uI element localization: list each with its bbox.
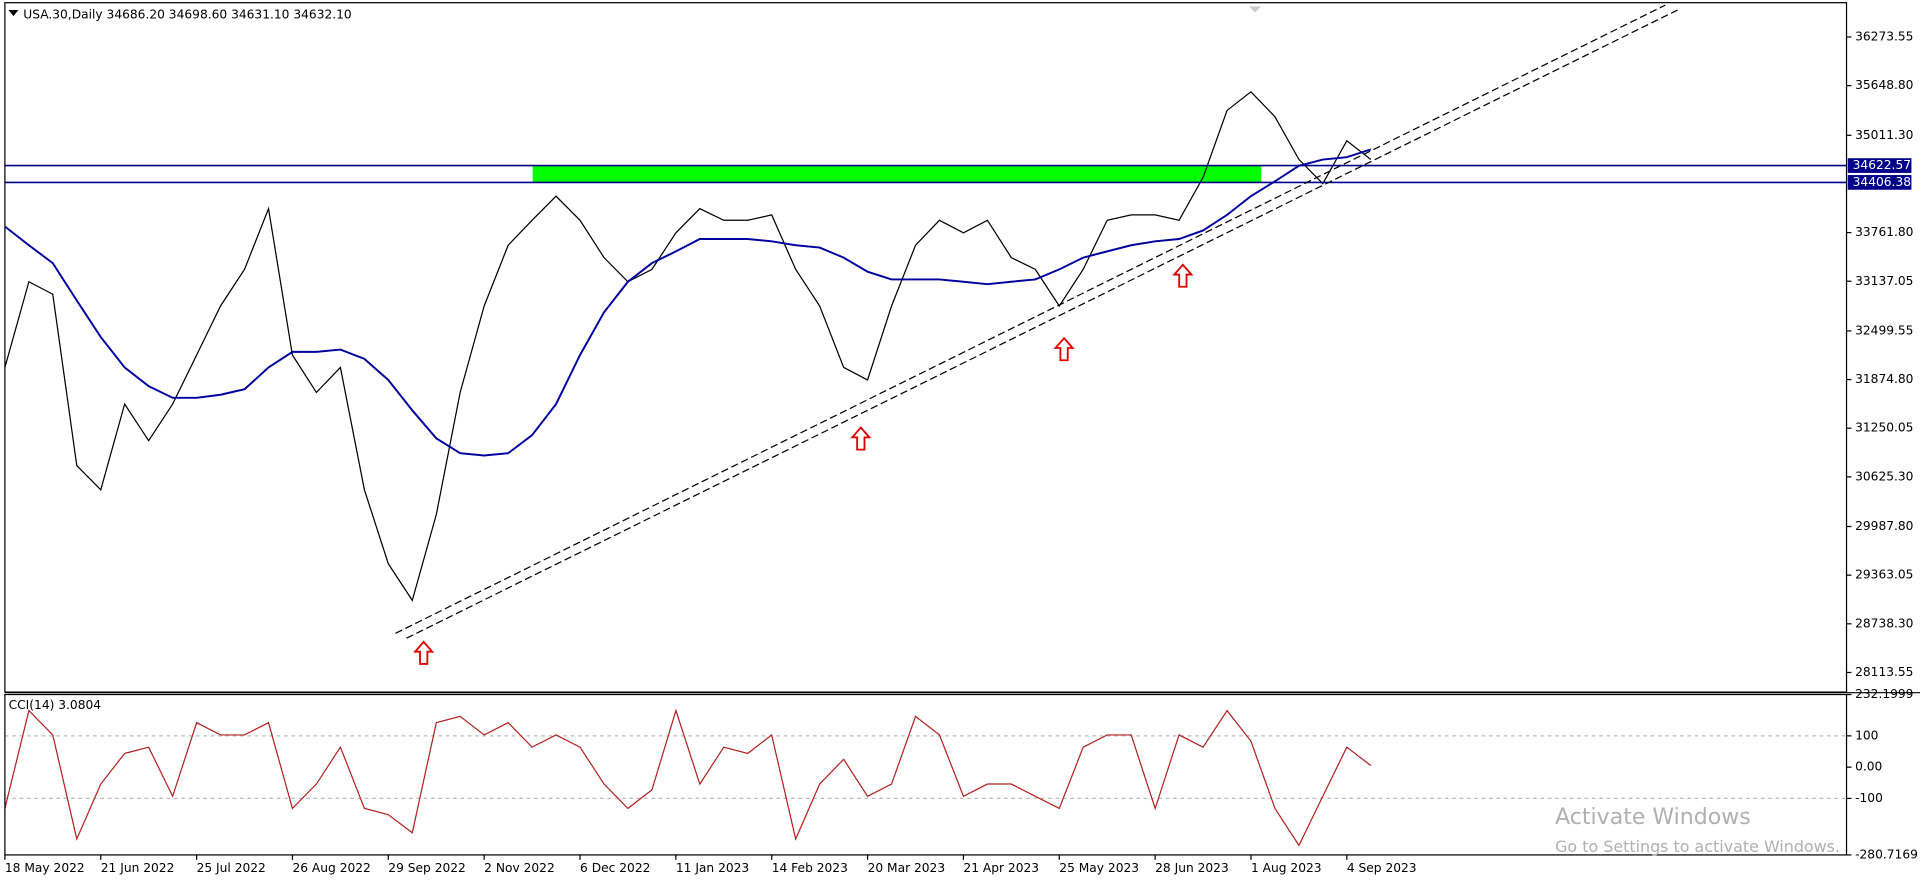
series-line — [4, 148, 1372, 457]
y-tick-label: 29363.05 — [1855, 568, 1913, 582]
x-tick-label: 18 May 2022 — [5, 861, 85, 875]
chart-title: USA.30,Daily 34686.20 34698.60 34631.10 … — [23, 7, 351, 21]
x-tick-label: 14 Feb 2023 — [772, 861, 848, 875]
y-tick-label: 100 — [1855, 728, 1878, 742]
resistance-zone — [532, 165, 1262, 183]
series-line — [4, 91, 1372, 602]
y-tick-label: 29987.80 — [1855, 519, 1913, 533]
level-label: 34622.57 — [1853, 158, 1911, 172]
up-arrow — [1053, 336, 1075, 362]
level-label: 34406.38 — [1853, 175, 1911, 189]
y-tick-label: 0.00 — [1855, 760, 1882, 774]
x-tick-label: 11 Jan 2023 — [676, 861, 749, 875]
watermark-subtitle: Go to Settings to activate Windows. — [1555, 837, 1840, 856]
x-tick-label: 25 May 2023 — [1059, 861, 1139, 875]
y-tick-label: 31874.80 — [1855, 372, 1913, 386]
up-arrow — [850, 426, 872, 451]
y-tick-label: 28738.30 — [1855, 616, 1913, 630]
y-tick-label: 32499.55 — [1855, 323, 1913, 337]
x-tick-label: 2 Nov 2022 — [484, 861, 555, 875]
y-tick-label: 35011.30 — [1855, 128, 1913, 142]
x-tick-label: 20 Mar 2023 — [868, 861, 946, 875]
x-tick-label: 25 Jul 2022 — [197, 861, 266, 875]
x-tick-label: 28 Jun 2023 — [1155, 861, 1229, 875]
series-line — [4, 708, 1372, 847]
price-panel: 36273.55 35648.80 35011.30 33761.80 33137.05… — [4, 29, 1913, 679]
x-tick-label: 21 Apr 2023 — [963, 861, 1039, 875]
cci-frame — [4, 693, 1848, 856]
y-tick-label: -280.7169 — [1855, 847, 1918, 861]
y-tick-label: 31250.05 — [1855, 421, 1913, 435]
x-tick-label: 29 Sep 2022 — [388, 861, 466, 875]
y-tick-label: 36273.55 — [1855, 29, 1913, 43]
y-tick-label: -100 — [1855, 791, 1883, 805]
collapse-icon — [8, 10, 19, 17]
cci-title: CCI(14) 3.0804 — [9, 698, 102, 712]
trendline — [406, 9, 1678, 639]
cci-panel: 232.1999 100 0.00 -100 -280.7169 — [4, 687, 1918, 861]
watermark-title: Activate Windows — [1555, 805, 1751, 830]
scroll-marker — [1248, 6, 1262, 13]
x-tick-label: 26 Aug 2022 — [292, 861, 370, 875]
y-tick-label: 30625.30 — [1855, 469, 1913, 483]
y-tick-label: 33761.80 — [1855, 225, 1913, 239]
x-tick-label: 6 Dec 2022 — [580, 861, 650, 875]
arrows — [413, 263, 1194, 665]
y-tick-label: 35648.80 — [1855, 78, 1913, 92]
y-tick-label: 33137.05 — [1855, 274, 1913, 288]
x-tick-label: 4 Sep 2023 — [1347, 861, 1417, 875]
up-arrow — [413, 640, 435, 665]
y-tick-label: 28113.55 — [1855, 665, 1913, 679]
level-label-bg — [1847, 175, 1912, 190]
level-label-bg — [1847, 158, 1912, 173]
x-tick-label: 1 Aug 2023 — [1251, 861, 1322, 875]
y-tick-label: 232.1999 — [1855, 687, 1913, 701]
x-tick-label: 21 Jun 2022 — [101, 861, 175, 875]
trendline — [395, 4, 1666, 634]
up-arrow — [1172, 263, 1194, 288]
